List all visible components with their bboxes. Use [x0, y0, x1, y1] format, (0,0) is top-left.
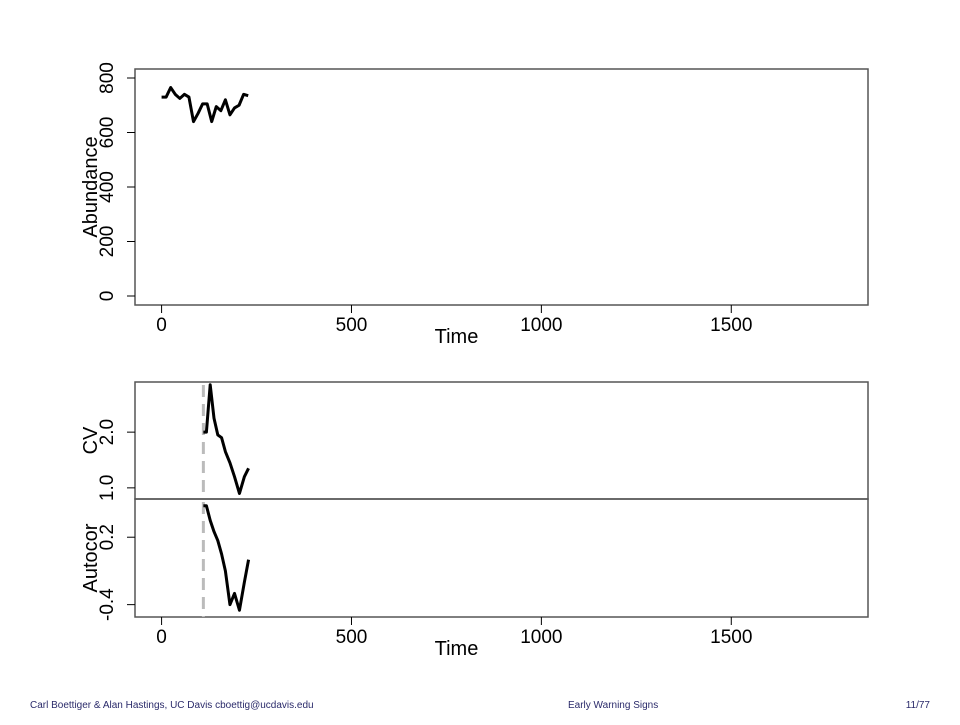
x-tick-label: 500 [336, 627, 368, 648]
x-tick-label: 1500 [710, 315, 752, 336]
footer-right: 11/77 [906, 700, 931, 711]
plot-frame [134, 381, 869, 500]
y-tick-label: -0.4 [97, 588, 118, 621]
y-axis-label: CV [80, 426, 102, 454]
y-tick-label: 0 [97, 291, 118, 302]
x-tick-label: 1000 [520, 627, 562, 648]
y-tick-label: 2.0 [97, 419, 118, 445]
y-tick-label: 1.0 [97, 475, 118, 501]
plot-frame [134, 498, 869, 618]
footer-center: Early Warning Signs [568, 700, 658, 711]
y-axis-label: Abundance [80, 136, 102, 237]
y-tick-label: 800 [97, 62, 118, 94]
y-tick-label: 0.2 [97, 524, 118, 550]
data-line [161, 86, 249, 124]
x-tick-label: 500 [336, 315, 368, 336]
footer-left: Carl Boettiger & Alan Hastings, UC Davis… [30, 700, 314, 711]
x-tick-label: 0 [156, 315, 167, 336]
y-tick-label: 600 [97, 117, 118, 149]
x-tick-label: 0 [156, 627, 167, 648]
x-tick-label: 1500 [710, 627, 752, 648]
x-tick-label: 1000 [520, 315, 562, 336]
y-tick-label: 200 [97, 226, 118, 258]
data-line [203, 383, 250, 495]
y-axis-label: Autocor [80, 523, 102, 592]
y-tick-label: 400 [97, 171, 118, 203]
data-line [203, 504, 251, 612]
x-axis-label: Time [435, 638, 479, 660]
plot-frame [134, 68, 869, 306]
x-axis-label: Time [435, 326, 479, 348]
